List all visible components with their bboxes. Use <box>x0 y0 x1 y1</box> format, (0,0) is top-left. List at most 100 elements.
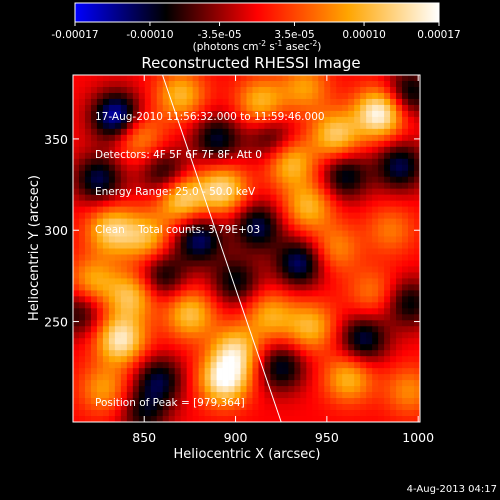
heatmap-cell <box>372 194 379 202</box>
heatmap-cell <box>300 218 307 225</box>
heatmap-cell <box>378 296 385 303</box>
heatmap-cell <box>354 308 361 315</box>
heatmap-cell <box>318 122 325 130</box>
heatmap-cell <box>306 356 313 363</box>
heatmap-cell <box>240 158 247 166</box>
heatmap-cell <box>252 80 259 88</box>
heatmap-cell <box>282 320 289 327</box>
heatmap-cell <box>258 98 265 106</box>
heatmap-cell <box>384 128 391 136</box>
heatmap-cell <box>366 230 373 237</box>
heatmap-cell <box>330 386 337 393</box>
heatmap-cell <box>126 236 134 243</box>
heatmap-cell <box>186 248 194 255</box>
heatmap-cell <box>192 332 200 339</box>
heatmap-cell <box>73 296 80 303</box>
heatmap-cell <box>108 314 116 321</box>
heatmap-cell <box>252 206 259 214</box>
heatmap-cell <box>276 158 283 166</box>
heatmap-cell <box>270 368 277 375</box>
heatmap-cell <box>132 272 140 279</box>
heatmap-cell <box>114 344 122 351</box>
heatmap-cell <box>186 236 194 243</box>
heatmap-cell <box>198 188 206 196</box>
heatmap-cell <box>246 266 253 273</box>
heatmap-cell <box>288 134 295 142</box>
heatmap-cell <box>120 296 128 303</box>
heatmap-cell <box>306 230 313 237</box>
heatmap-cell <box>414 290 420 297</box>
heatmap-cell <box>414 386 420 393</box>
heatmap-cell <box>234 260 241 267</box>
heatmap-cell <box>156 398 164 405</box>
heatmap-cell <box>342 338 349 345</box>
x-axis-label: Heliocentric X (arcsec) <box>174 447 321 462</box>
heatmap-cell <box>414 176 420 184</box>
heatmap-cell <box>330 164 337 172</box>
heatmap-cell <box>318 302 325 309</box>
heatmap-cell <box>234 344 241 351</box>
heatmap-cell <box>108 104 116 112</box>
heatmap-cell <box>114 302 122 309</box>
heatmap-cell <box>132 290 140 297</box>
heatmap-cell <box>306 404 313 411</box>
heatmap-cell <box>216 248 223 255</box>
heatmap-cell <box>252 110 259 118</box>
heatmap-cell <box>402 398 409 405</box>
heatmap-cell <box>306 392 313 399</box>
heatmap-cell <box>408 182 415 190</box>
heatmap-cell <box>408 404 415 411</box>
heatmap-cell <box>186 170 194 178</box>
heatmap-cell <box>258 392 265 399</box>
heatmap-cell <box>162 176 170 184</box>
heatmap-cell <box>360 362 367 369</box>
heatmap-cell <box>330 278 337 285</box>
heatmap-cell <box>186 200 194 208</box>
heatmap-cell <box>162 260 170 267</box>
heatmap-cell <box>234 242 241 249</box>
heatmap-cell <box>414 212 420 219</box>
heatmap-cell <box>318 368 325 375</box>
heatmap-cell <box>330 374 337 381</box>
heatmap-cell <box>73 206 80 214</box>
heatmap-cell <box>324 86 331 94</box>
heatmap-cell <box>210 164 217 172</box>
heatmap-cell <box>366 314 373 321</box>
heatmap-cell <box>294 398 301 405</box>
heatmap-cell <box>222 158 229 166</box>
heatmap-cell <box>342 362 349 369</box>
heatmap-cell <box>84 194 92 202</box>
heatmap-cell <box>132 332 140 339</box>
heatmap-cell <box>276 170 283 178</box>
heatmap-cell <box>342 416 349 422</box>
heatmap-cell <box>204 362 212 369</box>
heatmap-cell <box>138 158 146 166</box>
heatmap-cell <box>222 368 229 375</box>
heatmap-cell <box>186 362 194 369</box>
heatmap-cell <box>138 278 146 285</box>
heatmap-cell <box>354 200 361 208</box>
heatmap-cell <box>324 314 331 321</box>
heatmap-cell <box>384 200 391 208</box>
heatmap-cell <box>114 104 122 112</box>
heatmap-cell <box>216 176 223 184</box>
heatmap-cell <box>120 164 128 172</box>
heatmap-cell <box>324 158 331 166</box>
heatmap-cell <box>324 260 331 267</box>
heatmap-cell <box>222 146 229 154</box>
heatmap-cell <box>192 140 200 148</box>
heatmap-cell <box>330 242 337 249</box>
heatmap-cell <box>228 332 235 339</box>
heatmap-cell <box>73 362 80 369</box>
heatmap-cell <box>390 266 397 273</box>
heatmap-cell <box>174 75 182 82</box>
heatmap-cell <box>306 176 313 184</box>
heatmap-cell <box>96 230 104 237</box>
heatmap-cell <box>186 242 194 249</box>
heatmap-cell <box>108 296 116 303</box>
heatmap-cell <box>84 416 92 422</box>
heatmap-cell <box>168 254 176 261</box>
heatmap-cell <box>324 410 331 417</box>
heatmap-cell <box>126 134 134 142</box>
heatmap-cell <box>372 320 379 327</box>
